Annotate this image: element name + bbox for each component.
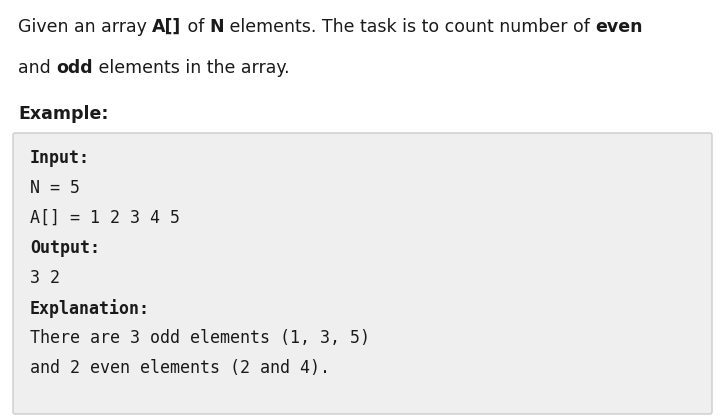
- Text: even: even: [595, 18, 643, 36]
- Text: Example:: Example:: [18, 105, 108, 123]
- Text: 3 2: 3 2: [30, 269, 60, 287]
- FancyBboxPatch shape: [13, 133, 712, 414]
- Text: odd: odd: [56, 59, 93, 77]
- Text: There are 3 odd elements (1, 3, 5): There are 3 odd elements (1, 3, 5): [30, 329, 370, 347]
- Text: Output:: Output:: [30, 239, 100, 257]
- Text: N = 5: N = 5: [30, 179, 80, 197]
- Text: elements in the array.: elements in the array.: [93, 59, 289, 77]
- Text: A[]: A[]: [153, 18, 182, 36]
- Text: elements. The task is to count number of: elements. The task is to count number of: [224, 18, 595, 36]
- Text: of: of: [182, 18, 209, 36]
- Text: and: and: [18, 59, 56, 77]
- Text: Given an array: Given an array: [18, 18, 153, 36]
- Text: Explanation:: Explanation:: [30, 299, 150, 318]
- Text: A[] = 1 2 3 4 5: A[] = 1 2 3 4 5: [30, 209, 180, 227]
- Text: and 2 even elements (2 and 4).: and 2 even elements (2 and 4).: [30, 359, 330, 377]
- Text: N: N: [209, 18, 224, 36]
- Text: Input:: Input:: [30, 149, 90, 167]
